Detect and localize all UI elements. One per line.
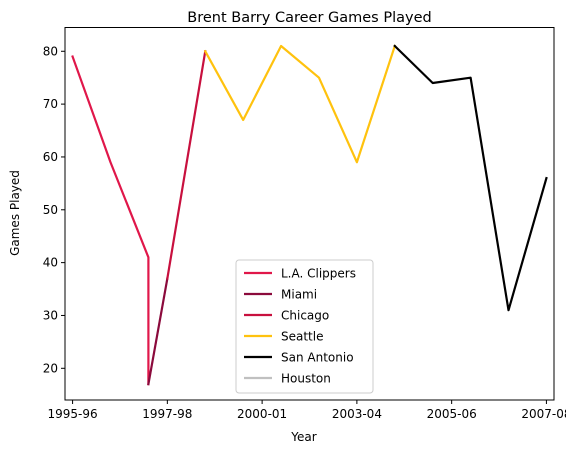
y-tick-label: 60	[43, 150, 58, 164]
x-tick-label: 1997-98	[142, 407, 192, 421]
legend-label: Miami	[281, 288, 317, 302]
legend-label: San Antonio	[281, 351, 354, 365]
series-line-4	[393, 44, 548, 312]
x-tick-label: 2000-01	[237, 407, 287, 421]
series-line-1	[147, 277, 169, 386]
legend-label: Houston	[281, 372, 331, 386]
plot-frame	[64, 27, 555, 401]
legend-label: L.A. Clippers	[281, 267, 356, 281]
series-line-0	[71, 55, 150, 386]
y-tick-label: 30	[43, 308, 58, 322]
x-tick-label: 2003-04	[332, 407, 382, 421]
x-axis: 1995-96 1997-98 2000-01 2003-04 2005-06 2007-…	[48, 400, 566, 421]
chart-title: Brent Barry Career Games Played	[187, 10, 431, 26]
y-axis-label: Games Played	[8, 170, 22, 256]
y-tick-label: 20	[43, 361, 58, 375]
x-tick-label: 1995-96	[48, 407, 98, 421]
y-tick-label: 40	[43, 256, 58, 270]
y-tick-label: 50	[43, 203, 58, 217]
y-tick-label: 80	[43, 44, 58, 58]
x-tick-label: 2005-06	[427, 407, 477, 421]
y-axis: 20 30 40 50 60 70 80	[43, 44, 65, 375]
x-tick-label: 2007-08	[521, 407, 566, 421]
series-line-3	[203, 44, 397, 164]
series-layer	[71, 44, 548, 386]
series-line-2	[166, 50, 207, 280]
legend: L.A. Clippers Miami Chicago Seattle San Anto…	[235, 259, 374, 394]
plot-area: 1995-96 1997-98 2000-01 2003-04 2005-06 2007-…	[43, 27, 566, 421]
y-tick-label: 70	[43, 97, 58, 111]
x-axis-label: Year	[290, 430, 316, 444]
legend-label: Chicago	[281, 309, 329, 323]
legend-items: L.A. Clippers Miami Chicago Seattle San Anto…	[244, 267, 356, 386]
legend-label: Seattle	[281, 330, 323, 344]
